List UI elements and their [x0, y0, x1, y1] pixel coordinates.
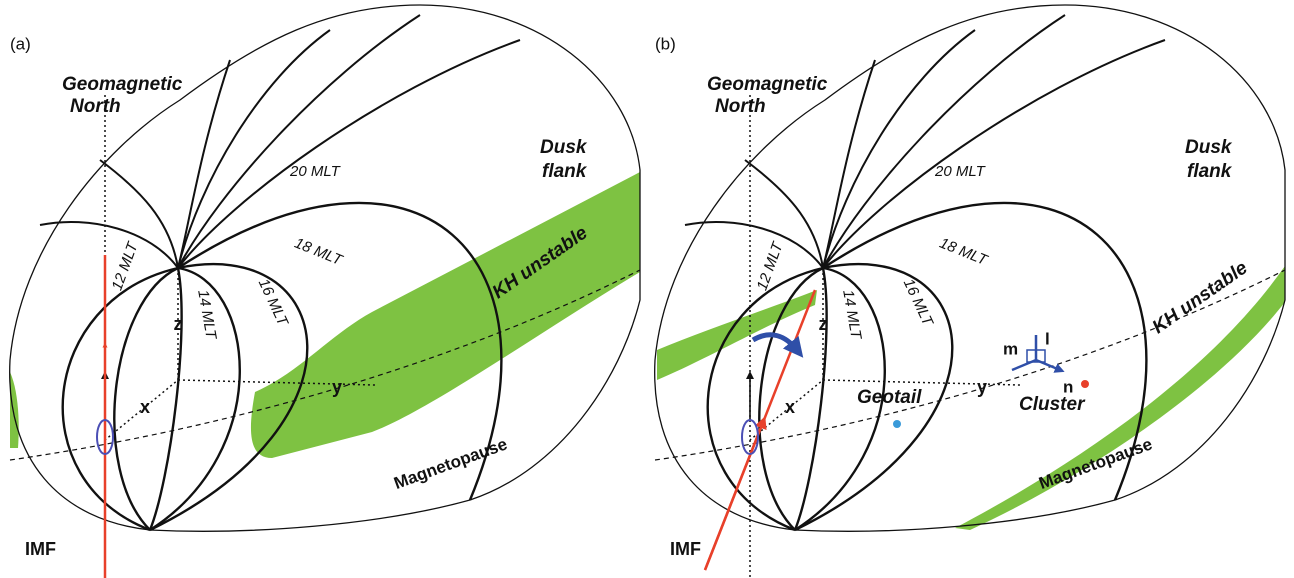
mlt-label: 16 MLT: [255, 276, 292, 330]
field-line: [794, 266, 886, 532]
axis-label: x: [785, 397, 795, 417]
panel-label: (a): [10, 34, 31, 53]
earth-marker: [741, 419, 759, 455]
dusk-label: flank: [542, 161, 588, 182]
geotail-marker: [893, 420, 901, 428]
mlt-label: 14 MLT: [839, 288, 865, 342]
field-line: [822, 39, 1166, 269]
axis-label: z: [174, 314, 183, 334]
field-line: [177, 29, 331, 269]
field-line: [706, 266, 824, 532]
imf-label: IMF: [25, 539, 56, 559]
north-label: North: [70, 96, 121, 117]
cluster-marker: [1081, 380, 1089, 388]
magnetopause-label: Magnetopause: [1036, 434, 1154, 493]
field-line: [39, 221, 179, 269]
mlt-label: 16 MLT: [900, 276, 937, 330]
field-line: [749, 268, 1021, 441]
mlt-label: 18 MLT: [937, 235, 991, 270]
field-line: [822, 14, 1066, 269]
lmn-label: l: [1045, 329, 1050, 348]
field-line: [149, 262, 309, 532]
field-line: [684, 221, 824, 269]
field-line: [822, 29, 976, 269]
field-line: [793, 267, 828, 531]
mlt-label: 18 MLT: [292, 235, 346, 270]
imf-arrow: [703, 416, 767, 571]
field-line: [654, 269, 1286, 461]
field-line: [822, 59, 876, 269]
field-line: [758, 266, 824, 531]
field-line: [822, 201, 1148, 501]
mlt-label: 20 MLT: [934, 163, 987, 180]
axis-label: y: [977, 377, 987, 397]
field-line: [744, 159, 824, 269]
field-line: [794, 262, 954, 532]
earth-marker: [96, 419, 114, 455]
spacecraft-label: Cluster: [1019, 394, 1086, 415]
field-line: [149, 266, 241, 532]
north-label: Geomagnetic: [707, 74, 828, 95]
lmn-box: [1026, 349, 1046, 363]
magnetopause-label: Magnetopause: [391, 434, 509, 493]
field-line: [177, 201, 503, 501]
axis-label: x: [140, 397, 150, 417]
spacecraft-label: Geotail: [857, 387, 922, 408]
mlt-label: 14 MLT: [194, 288, 220, 342]
field-line: [9, 269, 641, 461]
imf-label: IMF: [670, 539, 701, 559]
north-label: North: [715, 96, 766, 117]
dusk-label: Dusk: [1185, 137, 1233, 158]
field-line: [99, 159, 179, 269]
panel-label: (b): [655, 34, 676, 53]
rotation-arrow: [751, 332, 804, 358]
lmn-label: m: [1003, 339, 1018, 358]
lmn-axes: [1011, 335, 1060, 370]
field-line: [177, 59, 231, 269]
mlt-label: 20 MLT: [289, 163, 342, 180]
axis-label: z: [819, 314, 828, 334]
field-line: [177, 14, 421, 269]
field-line: [177, 39, 521, 269]
kh-region: [657, 290, 817, 380]
kh-region: [10, 372, 19, 448]
dusk-label: flank: [1187, 161, 1233, 182]
north-label: Geomagnetic: [62, 74, 183, 95]
field-line: [113, 266, 179, 531]
lmn-label: n: [1063, 377, 1073, 396]
field-line: [148, 267, 183, 531]
dusk-label: Dusk: [540, 137, 588, 158]
axis-label: y: [332, 377, 342, 397]
field-line: [104, 268, 376, 441]
kh-region: [250, 172, 640, 458]
